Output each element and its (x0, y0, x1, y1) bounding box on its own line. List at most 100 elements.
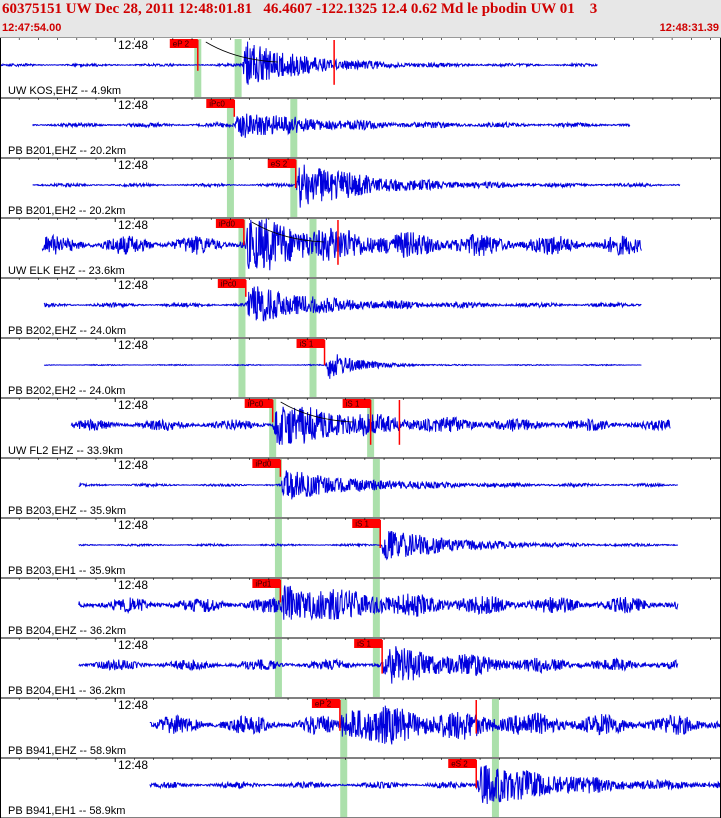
minute-tick-label: 12:48 (118, 458, 148, 472)
pick-label-box (352, 519, 381, 528)
station-label: PB B204,EHZ -- 36.2km (8, 625, 126, 637)
end-time: 12:48:31.39 (659, 22, 719, 34)
station-label: PB B203,EH1 -- 35.9km (8, 565, 125, 577)
waveform-trace (78, 530, 679, 561)
pick-window (274, 639, 282, 697)
pick-window (226, 159, 234, 217)
station-label: PB B202,EHZ -- 24.0km (8, 325, 126, 337)
pick-label-box (217, 279, 246, 288)
pick-window (274, 519, 282, 577)
pick-window (372, 639, 380, 697)
pick-label-box (252, 579, 281, 588)
pick-label: eS 2 (451, 760, 468, 769)
trace-row: iPc0 12:48 PB B201,EHZ -- 20.2km (0, 98, 721, 159)
waveform-trace (78, 646, 679, 684)
minute-tick-label: 12:48 (118, 338, 148, 352)
trace-row: eP 2 12:48 PB B941,EHZ -- 58.9km (0, 698, 721, 759)
travel-time-curve (280, 401, 353, 423)
pick-window (274, 579, 282, 637)
trace-row: eS 2 12:48 PB B201,EH2 -- 20.2km (0, 158, 721, 219)
waveform-trace (149, 765, 721, 805)
station-label: PB B201,EHZ -- 20.2km (8, 145, 126, 157)
minute-tick-label: 12:48 (118, 278, 148, 292)
minute-tick-label: 12:48 (118, 578, 148, 592)
trace-row: iS 1 12:48 PB B204,EH1 -- 36.2km (0, 638, 721, 699)
pick-label-box (342, 399, 371, 408)
trace-row: iPd1 12:48 PB B204,EHZ -- 36.2km (0, 578, 721, 639)
pick-window (226, 99, 234, 157)
waveform-trace (41, 218, 642, 271)
minute-tick-label: 12:48 (118, 158, 148, 172)
minute-tick-label: 12:48 (118, 698, 148, 712)
start-time: 12:47:54.00 (2, 22, 62, 34)
pick-label-box (206, 99, 235, 108)
station-label: PB B941,EH1 -- 58.9km (8, 805, 125, 817)
station-label: PB B204,EH1 -- 36.2km (8, 685, 125, 697)
minute-tick-label: 12:48 (118, 398, 148, 412)
trace-row: eS 2 12:48 PB B941,EH1 -- 58.9km (0, 758, 721, 818)
pick-window (309, 339, 317, 397)
trace-row: iS 1 12:48 PB B202,EH2 -- 24.0km (0, 338, 721, 399)
pick-window (269, 399, 277, 457)
pick-label-box (252, 459, 281, 468)
pick-label: iS 1 (357, 640, 371, 649)
minute-tick-label: 12:48 (118, 758, 148, 772)
pick-label: iPd0 (255, 460, 272, 469)
pick-label-box (354, 639, 383, 648)
pick-window (290, 159, 298, 217)
pick-label: eP 2 (173, 40, 190, 49)
travel-time-curve (251, 221, 324, 243)
pick-window (340, 759, 348, 817)
trace-row: iPc0 12:48 PB B202,EHZ -- 24.0km (0, 278, 721, 339)
station-label: UW ELK EHZ -- 23.6km (8, 265, 125, 277)
station-label: UW KOS,EHZ -- 4.9km (8, 85, 121, 97)
pick-window (372, 519, 380, 577)
pick-label: iS 1 (355, 520, 369, 529)
pick-label-box (311, 699, 340, 708)
pick-label: iS 1 (300, 340, 314, 349)
waveform-trace (149, 705, 721, 745)
waveform-trace (43, 286, 642, 322)
header-bar: 60375151 UW Dec 28, 2011 12:48:01.81 46.… (0, 0, 721, 38)
station-label: PB B203,EHZ -- 35.9km (8, 505, 126, 517)
minute-tick-label: 12:48 (118, 218, 148, 232)
minute-tick-label: 12:48 (118, 518, 148, 532)
minute-tick-label: 12:48 (118, 98, 148, 112)
trace-row: iS 1 12:48 PB B203,EH1 -- 35.9km (0, 518, 721, 579)
trace-row: eP 2 12:48 UW KOS,EHZ -- 4.9km (0, 38, 721, 99)
station-label: PB B941,EHZ -- 58.9km (8, 745, 126, 757)
waveform-trace (32, 113, 631, 138)
pick-label: iPd1 (255, 580, 272, 589)
pick-window (234, 39, 242, 97)
waveform-trace (32, 164, 681, 208)
pick-label-box (267, 159, 296, 168)
pick-label: eP 2 (315, 700, 332, 709)
pick-label: iPd0 (219, 220, 236, 229)
pick-label-box (448, 759, 477, 768)
pick-label-box (296, 339, 325, 348)
waveform-trace (0, 41, 598, 85)
station-label: UW FL2 EHZ -- 33.9km (8, 445, 123, 457)
waveform-trace (78, 585, 679, 621)
waveform-trace (43, 354, 642, 379)
pick-label: eS 2 (271, 160, 288, 169)
pick-label: iPc0 (248, 400, 264, 409)
event-title: 60375151 UW Dec 28, 2011 12:48:01.81 46.… (2, 1, 598, 17)
waveform-trace (78, 470, 679, 500)
pick-label: iPc0 (221, 280, 237, 289)
pick-window (238, 279, 246, 337)
station-label: PB B202,EH2 -- 24.0km (8, 385, 125, 397)
pick-label: iPc0 (209, 100, 225, 109)
pick-label: iS 1 (346, 400, 360, 409)
trace-row: iPc0 iS 1 12:48 UW FL2 EHZ -- 33.9km (0, 398, 721, 459)
pick-label-box (215, 219, 244, 228)
station-label: PB B201,EH2 -- 20.2km (8, 205, 125, 217)
pick-label-box (244, 399, 273, 408)
pick-window (238, 339, 246, 397)
minute-tick-label: 12:48 (118, 638, 148, 652)
trace-row: iPd0 12:48 UW ELK EHZ -- 23.6km (0, 218, 721, 279)
pick-window (274, 459, 282, 517)
minute-tick-label: 12:48 (118, 38, 148, 52)
pick-label-box (169, 39, 198, 48)
